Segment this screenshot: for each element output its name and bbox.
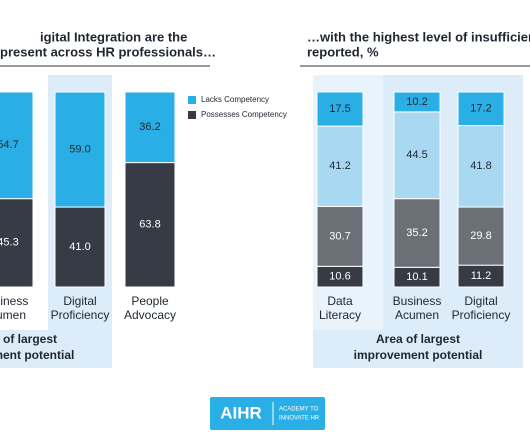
value-label: 63.8 [139, 219, 160, 231]
logo-mark: AIHR [220, 403, 262, 422]
x-tick-label: Digital [464, 294, 497, 308]
bar-segment [124, 162, 176, 288]
value-label: 11.2 [471, 270, 492, 282]
bar-segment [393, 91, 441, 113]
value-label: 17.2 [470, 103, 491, 115]
value-label: 29.8 [470, 230, 491, 242]
bar-segment [316, 91, 364, 127]
x-tick-label: People [131, 294, 169, 308]
bar-segment [124, 91, 176, 164]
value-label: 59.0 [69, 143, 90, 155]
bar-segment [0, 91, 34, 200]
bar-segment [54, 206, 106, 288]
x-tick-label: usiness [0, 294, 28, 308]
chart-title: …with the highest level of insufficient [307, 29, 530, 44]
bar-segment [457, 125, 505, 208]
value-label: 54.7 [0, 139, 19, 151]
chart-title: igital Integration are the [40, 29, 187, 44]
legend-swatch [188, 96, 196, 104]
value-label: 41.8 [470, 160, 491, 172]
chart-title: present across HR professionals… [0, 44, 216, 59]
x-tick-label: Proficiency [51, 308, 110, 322]
value-label: 10.6 [329, 271, 350, 283]
x-tick-label: Literacy [319, 308, 361, 322]
x-tick-label: Digital [63, 294, 96, 308]
logo-tagline: ACADEMY TO [279, 407, 319, 413]
value-label: 30.7 [329, 230, 350, 242]
x-tick-label: cumen [0, 308, 26, 322]
bar-segment [54, 91, 106, 208]
x-tick-label: Acumen [395, 308, 439, 322]
caption: improvement potential [354, 348, 483, 362]
caption: of largest [3, 332, 57, 346]
bar-segment [0, 198, 34, 288]
value-label: 35.2 [406, 227, 427, 239]
x-tick-label: Data [327, 294, 353, 308]
caption: Area of largest [376, 332, 460, 346]
x-tick-label: Business [393, 294, 442, 308]
value-label: 17.5 [329, 103, 350, 115]
value-label: 45.3 [0, 237, 19, 249]
bar-segment [316, 125, 364, 207]
value-label: 10.1 [406, 271, 427, 283]
legend-label: Lacks Competency [201, 95, 269, 104]
x-tick-label: Proficiency [452, 308, 511, 322]
value-label: 10.2 [406, 96, 427, 108]
logo-box [210, 397, 325, 430]
x-tick-label: Advocacy [124, 308, 176, 322]
caption: ement potential [0, 348, 74, 362]
value-label: 41.0 [69, 241, 90, 253]
value-label: 44.5 [406, 149, 427, 161]
chart-title: reported, % [307, 44, 379, 59]
legend-swatch [188, 111, 196, 119]
bar-segment [457, 91, 505, 127]
bar-segment [316, 205, 364, 267]
legend-label: Possesses Competency [201, 110, 287, 119]
value-label: 41.2 [329, 160, 350, 172]
value-label: 36.2 [139, 121, 160, 133]
bar-segment [393, 198, 441, 268]
logo-tagline: INNOVATE HR [279, 416, 320, 422]
